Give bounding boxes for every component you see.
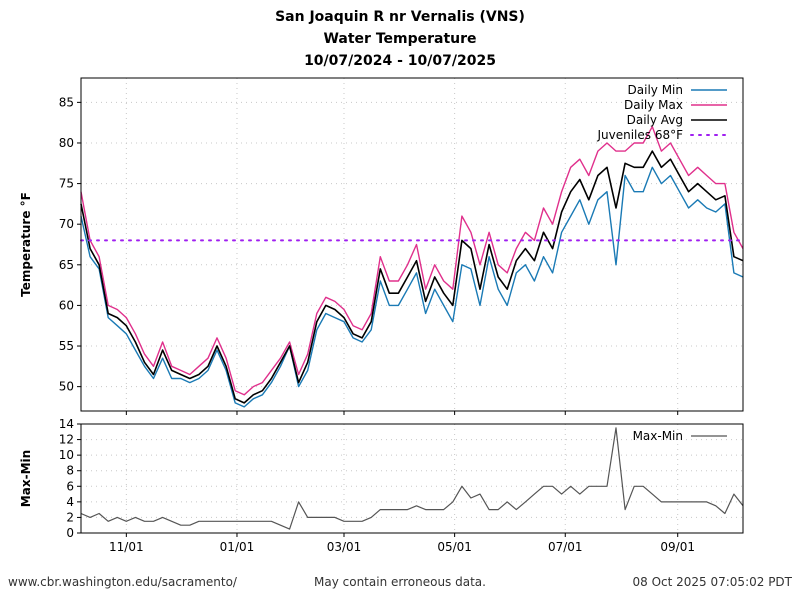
legend-label: Daily Max <box>624 98 683 112</box>
legend-label: Juveniles 68°F <box>596 128 683 142</box>
legend-label: Daily Min <box>628 83 683 97</box>
y-axis-label: Max-Min <box>19 450 33 507</box>
y-tick-label: 14 <box>59 417 74 431</box>
chart-title-line: 10/07/2024 - 10/07/2025 <box>304 53 496 69</box>
y-tick-label: 10 <box>59 448 74 462</box>
y-axis-label: Temperature °F <box>19 192 33 297</box>
chart-title-line: San Joaquin R nr Vernalis (VNS) <box>275 9 525 25</box>
x-tick-label: 11/01 <box>109 540 144 554</box>
chart-titles: San Joaquin R nr Vernalis (VNS) Water Tem… <box>275 9 525 69</box>
y-tick-label: 55 <box>59 339 74 353</box>
x-tick-label: 05/01 <box>437 540 472 554</box>
plot-area <box>81 78 743 411</box>
x-tick-label: 03/01 <box>327 540 362 554</box>
footer-timestamp: 08 Oct 2025 07:05:02 PDT <box>632 575 792 589</box>
y-tick-label: 12 <box>59 433 74 447</box>
y-tick-label: 75 <box>59 177 74 191</box>
x-tick-label: 01/01 <box>220 540 255 554</box>
y-tick-label: 60 <box>59 298 74 312</box>
y-tick-label: 65 <box>59 258 74 272</box>
y-tick-label: 80 <box>59 136 74 150</box>
plot-frame <box>80 77 744 412</box>
y-tick-label: 85 <box>59 95 74 109</box>
y-tick-label: 4 <box>66 495 74 509</box>
x-tick-label: 07/01 <box>548 540 583 554</box>
legend-label: Max-Min <box>633 429 683 443</box>
series-line-max-min <box>80 427 744 530</box>
y-tick-label: 6 <box>66 479 74 493</box>
legend-label: Daily Avg <box>627 113 683 127</box>
series-line-daily-min <box>80 166 744 408</box>
y-tick-label: 0 <box>66 526 74 540</box>
y-tick-label: 50 <box>59 380 74 394</box>
chart-footer: www.cbr.washington.edu/sacramento/May co… <box>8 575 793 589</box>
chart-title-line: Water Temperature <box>323 31 476 47</box>
footer-source-url: www.cbr.washington.edu/sacramento/ <box>8 575 238 589</box>
x-tick-label: 09/01 <box>660 540 695 554</box>
series-line-daily-avg <box>80 150 744 404</box>
y-tick-label: 70 <box>59 217 74 231</box>
footer-disclaimer: May contain erroneous data. <box>314 575 486 589</box>
plot-area <box>81 424 743 533</box>
series-line-daily-max <box>80 125 744 396</box>
plot-frame <box>80 423 744 534</box>
y-tick-label: 8 <box>66 464 74 478</box>
y-tick-label: 2 <box>66 510 74 524</box>
